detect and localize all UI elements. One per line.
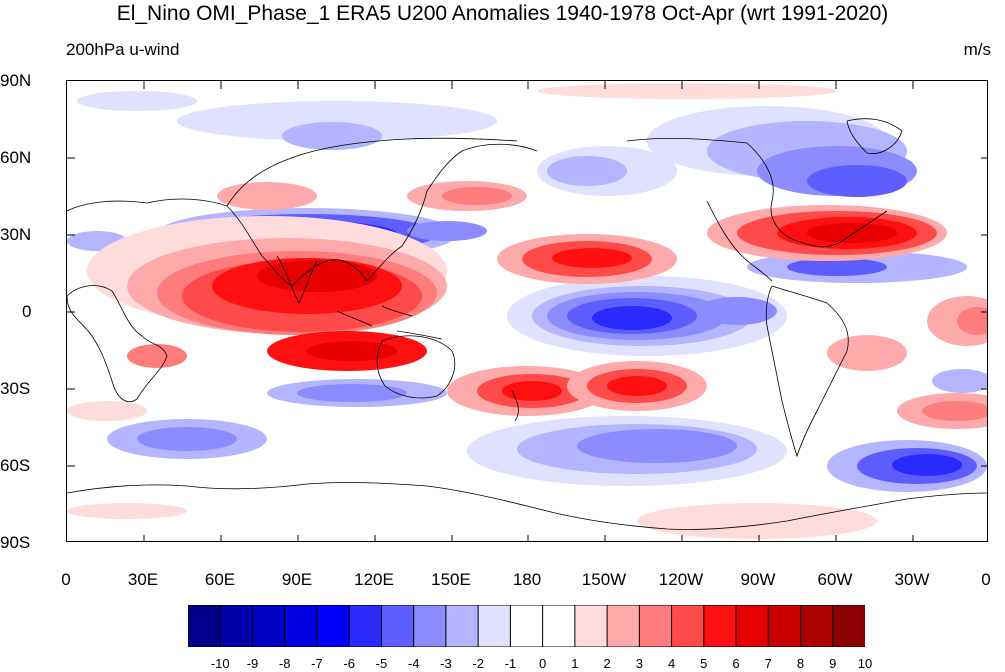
- lon-label-30e: 30E: [127, 570, 159, 589]
- colorbar-swatch: [316, 605, 351, 647]
- anomaly-field: [67, 83, 987, 539]
- colorbar-tick-label: 6: [732, 656, 740, 671]
- colorbar-tick-label: 8: [796, 656, 805, 671]
- lat-label-60s: 60S: [0, 456, 31, 475]
- anomaly-map: [66, 80, 988, 542]
- lat-label-30s: 30S: [0, 379, 31, 398]
- colorbar-tick-label: 9: [829, 656, 837, 671]
- colorbar-swatch: [284, 605, 318, 647]
- colorbar-swatch: [767, 605, 802, 647]
- colorbar-swatch: [832, 605, 865, 647]
- colorbar-tick-label: 3: [635, 656, 643, 671]
- colorbar-tick-label: -10: [210, 656, 230, 671]
- colorbar-tick-label: -8: [278, 656, 291, 671]
- lon-label-90e: 90E: [281, 570, 313, 589]
- lon-label-30w: 30W: [894, 570, 930, 589]
- colorbar-swatch: [574, 605, 609, 647]
- colorbar-swatch: [671, 605, 705, 647]
- colorbar-tick-label: 2: [603, 656, 611, 671]
- colorbar-tick-label: 5: [700, 656, 708, 671]
- colorbar-tick-label: -1: [504, 656, 517, 671]
- colorbar-swatch: [188, 605, 222, 647]
- colorbar-tick-label: -3: [440, 656, 452, 671]
- variable-label: 200hPa u-wind: [66, 40, 180, 59]
- lon-label-60w: 60W: [817, 570, 853, 589]
- colorbar-swatch: [445, 605, 480, 647]
- lat-label-60n: 60N: [0, 148, 32, 167]
- colorbar-tick-label: -6: [343, 656, 355, 671]
- lon-label-60e: 60E: [204, 570, 236, 589]
- lat-label-90s: 90S: [0, 533, 31, 552]
- lon-label-120w: 120W: [658, 570, 704, 589]
- lon-label-150w: 150W: [581, 570, 627, 589]
- colorbar-swatch: [477, 605, 512, 647]
- units-label: m/s: [963, 40, 991, 59]
- colorbar-tick-label: 0: [538, 656, 547, 671]
- lon-label-0: 0: [61, 570, 71, 589]
- colorbar-swatch: [606, 605, 641, 647]
- tick-marks: [67, 81, 987, 541]
- lat-label-30n: 30N: [0, 225, 32, 244]
- lon-label-180: 180: [512, 570, 542, 589]
- colorbar-tick-label: 7: [764, 656, 772, 671]
- lon-label-90w: 90W: [740, 570, 776, 589]
- coastlines: [67, 118, 987, 530]
- lon-label-0-east: 0: [981, 570, 991, 589]
- colorbar-tick-label: -4: [407, 656, 420, 671]
- colorbar-swatch: [380, 605, 415, 647]
- colorbar-tick-label: 1: [571, 656, 579, 671]
- colorbar-swatch: [413, 605, 447, 647]
- colorbar-tick-label: -9: [246, 656, 259, 671]
- colorbar-swatch: [800, 605, 834, 647]
- colorbar-swatch: [509, 605, 544, 647]
- colorbar-tick-label: 10: [857, 656, 873, 671]
- colorbar-tick-label: -7: [311, 656, 323, 671]
- colorbar-swatch: [638, 605, 673, 647]
- colorbar-swatch: [703, 605, 738, 647]
- lon-label-120e: 120E: [354, 570, 394, 589]
- colorbar-swatch: [542, 605, 576, 647]
- lon-label-150e: 150E: [431, 570, 471, 589]
- colorbar-swatch: [219, 605, 254, 647]
- colorbar: [188, 605, 865, 647]
- plot-title: El_Nino OMI_Phase_1 ERA5 U200 Anomalies …: [116, 2, 889, 25]
- lat-label-90n: 90N: [0, 71, 32, 90]
- colorbar-tick-label: -5: [375, 656, 388, 671]
- colorbar-swatch: [735, 605, 770, 647]
- colorbar-tick-label: -2: [472, 656, 484, 671]
- colorbar-swatch: [348, 605, 383, 647]
- map-canvas: [67, 81, 987, 541]
- colorbar-tick-label: 4: [667, 656, 676, 671]
- lat-label-eq: 0: [22, 302, 32, 321]
- colorbar-swatch: [251, 605, 286, 647]
